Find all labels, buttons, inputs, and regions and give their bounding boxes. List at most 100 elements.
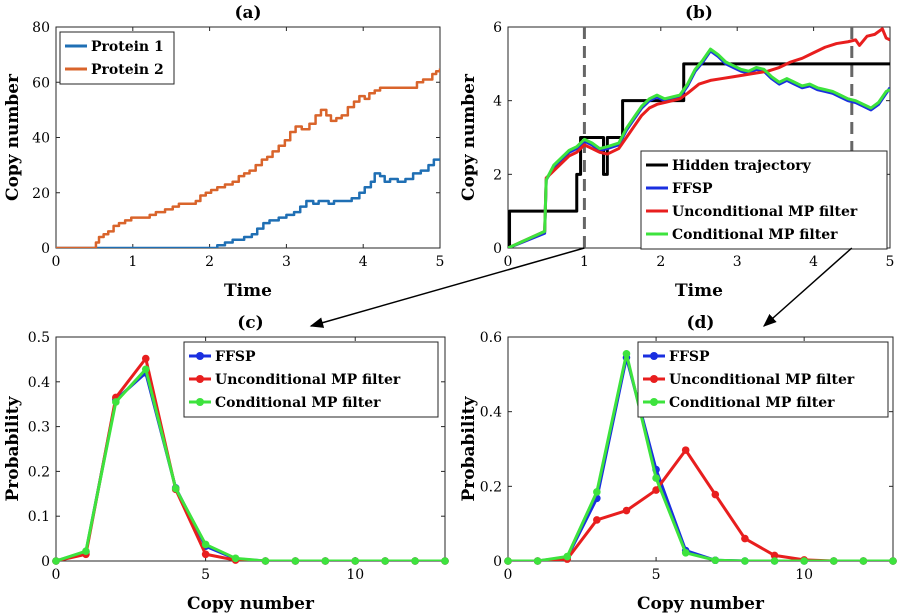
- x-tick-label: 2: [656, 254, 665, 270]
- series-line-conditional-mp-filter: [508, 352, 893, 561]
- x-axis-label: Copy number: [187, 594, 315, 614]
- data-point: [741, 557, 749, 565]
- legend-label: Unconditional MP filter: [672, 204, 858, 220]
- data-point: [231, 554, 240, 563]
- data-point: [800, 557, 808, 565]
- legend: Protein 1 Protein 2: [59, 31, 175, 85]
- y-tick-label: 0.1: [28, 509, 50, 525]
- data-point: [351, 557, 360, 565]
- x-axis-label: Time: [675, 281, 723, 301]
- data-point: [291, 557, 300, 565]
- panel-b: 0 1 2 3 4 5 0 2 4 6 (b) Time Copy number Hidden traje…: [459, 3, 894, 301]
- y-tick-label: 0.4: [480, 405, 502, 421]
- data-point: [411, 557, 419, 565]
- y-tick-label: 0.2: [480, 479, 502, 495]
- data-point: [859, 557, 868, 565]
- legend: FFSP Unconditional MP filter Conditional M…: [637, 341, 889, 418]
- zoom-connectors: [309, 247, 853, 328]
- data-point: [261, 557, 270, 565]
- data-point: [504, 557, 512, 565]
- x-tick-label: 0: [504, 254, 513, 270]
- y-tick-label: 0: [41, 554, 50, 570]
- series-line-protein-2: [56, 68, 440, 248]
- y-tick-label: 0.6: [480, 330, 502, 346]
- y-tick-label: 0: [493, 241, 502, 257]
- panel-a: 0 1 2 3 4 5 0 20 40 60 80 (a) Time Copy number Protein…: [3, 3, 444, 301]
- data-point: [141, 354, 150, 363]
- series-line-unconditional-mp-filter: [508, 27, 890, 248]
- legend-marker: [650, 398, 658, 406]
- panel-title: (b): [685, 3, 713, 23]
- data-point: [681, 446, 690, 454]
- data-point: [533, 557, 542, 565]
- x-tick-label: 5: [436, 254, 445, 270]
- legend-label: FFSP: [669, 349, 710, 365]
- x-tick-label: 0: [52, 254, 61, 270]
- legend-label: Conditional MP filter: [669, 395, 835, 411]
- data-point: [201, 540, 210, 549]
- data-point: [171, 484, 180, 493]
- x-tick-label: 3: [733, 254, 742, 270]
- data-point: [141, 365, 150, 374]
- panel-title: (a): [234, 3, 261, 23]
- legend-label: Conditional MP filter: [215, 395, 381, 411]
- y-tick-label: 0.2: [28, 464, 50, 480]
- data-point: [829, 557, 838, 565]
- legend-label: Unconditional MP filter: [215, 372, 401, 388]
- y-tick-label: 2: [493, 167, 502, 183]
- data-point: [770, 557, 779, 565]
- y-tick-label: 20: [32, 186, 50, 202]
- series-line-conditional-mp-filter: [56, 367, 445, 561]
- x-tick-label: 4: [359, 254, 368, 270]
- legend-box: [183, 341, 439, 418]
- panel-c: 0 5 10 0 0.1 0.2 0.3 0.4 0.5 (c) Copy number Probab…: [3, 313, 449, 614]
- y-axis-label: Probability: [3, 395, 23, 501]
- legend-label: Protein 2: [91, 62, 164, 78]
- x-tick-label: 5: [652, 567, 661, 583]
- x-tick-label: 0: [52, 567, 61, 583]
- x-tick-label: 0: [504, 567, 513, 583]
- legend: FFSP Unconditional MP filter Conditional M…: [183, 341, 439, 418]
- data-point: [201, 550, 210, 559]
- x-tick-label: 2: [205, 254, 214, 270]
- x-tick-label: 10: [346, 567, 364, 583]
- legend-marker: [650, 352, 658, 360]
- y-tick-label: 60: [32, 75, 50, 91]
- data-point: [711, 490, 720, 499]
- y-tick-label: 6: [493, 20, 502, 36]
- data-point: [889, 557, 897, 565]
- legend-label: Protein 1: [91, 39, 164, 55]
- y-tick-label: 0.5: [28, 330, 50, 346]
- x-tick-label: 3: [282, 254, 291, 270]
- y-tick-label: 0.3: [28, 420, 50, 436]
- data-point: [770, 551, 779, 560]
- legend-box: [640, 150, 888, 250]
- data-point: [711, 556, 720, 565]
- y-tick-label: 0: [41, 241, 50, 257]
- series-line-conditional-mp-filter: [508, 47, 890, 248]
- panel-title: (c): [237, 313, 263, 333]
- y-axis-label: Probability: [459, 395, 479, 501]
- legend-label: Unconditional MP filter: [669, 372, 855, 388]
- legend-marker: [196, 375, 204, 383]
- legend: Hidden trajectory FFSP Unconditional MP fi…: [640, 150, 888, 250]
- data-point: [82, 547, 90, 555]
- y-tick-label: 4: [493, 94, 502, 110]
- data-point: [741, 534, 749, 543]
- y-tick-label: 80: [32, 20, 50, 36]
- x-tick-label: 5: [201, 567, 210, 583]
- data-point: [652, 474, 660, 482]
- legend-marker: [196, 352, 204, 360]
- data-point: [593, 488, 601, 496]
- panel-title: (d): [687, 313, 715, 333]
- data-point: [563, 552, 572, 561]
- data-point: [593, 516, 601, 524]
- legend-label: Conditional MP filter: [672, 227, 838, 243]
- series-line-protein-1: [56, 158, 440, 248]
- legend-box: [637, 341, 889, 418]
- data-point: [381, 557, 389, 565]
- x-tick-label: 5: [886, 254, 895, 270]
- legend-label: FFSP: [672, 181, 713, 197]
- x-tick-label: 1: [128, 254, 137, 270]
